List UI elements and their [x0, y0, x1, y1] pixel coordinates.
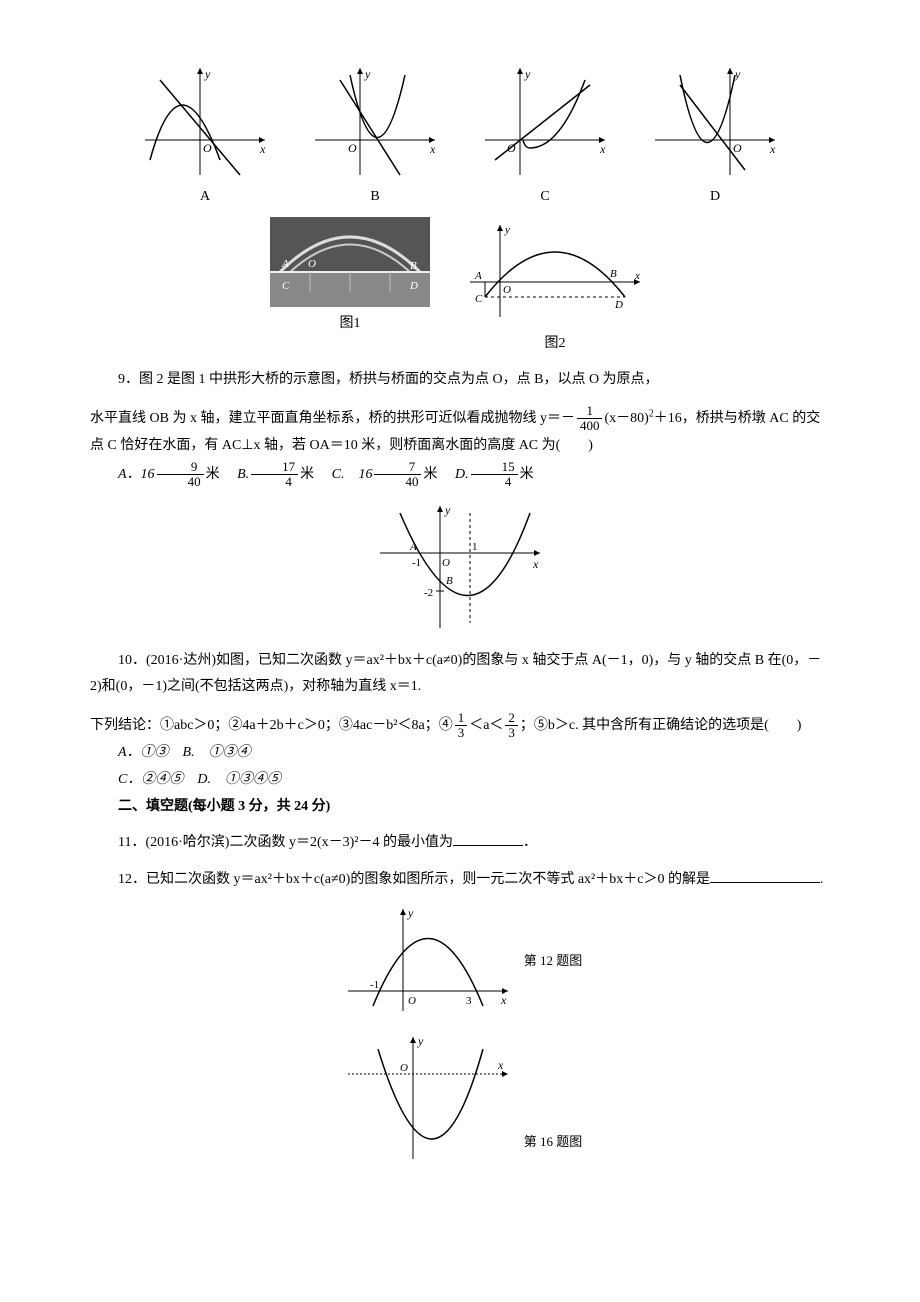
svg-text:x: x	[599, 142, 606, 156]
q12-num: 12．	[118, 872, 146, 887]
q10-figure: y x O -1 A B -2 1	[90, 498, 830, 638]
q10-opts-line2: C．②④⑤ D. ①③④⑤	[90, 767, 830, 794]
svg-text:x: x	[429, 142, 436, 156]
q11-blank	[453, 831, 523, 846]
q11-text: 二次函数 y＝2(x－3)²－4 的最小值为	[229, 835, 453, 850]
q11-num: 11．	[118, 835, 145, 850]
q11-src: (2016·哈尔滨)	[145, 835, 229, 850]
svg-text:-1: -1	[412, 557, 421, 569]
q9-optA-suf: 米	[206, 467, 220, 482]
svg-text:y: y	[734, 67, 741, 81]
label-d: D	[645, 184, 785, 211]
q9-optB-pre: B.	[237, 467, 249, 482]
section-2-heading: 二、填空题(每小题 3 分，共 24 分)	[90, 794, 830, 821]
fig1-label: 图1	[270, 311, 430, 338]
svg-text:y: y	[407, 906, 414, 920]
bridge-photo: A O B C D 图1	[270, 217, 430, 358]
q9-options: A．16940米 B.174米 C. 16740米 D.154米	[90, 460, 830, 490]
svg-text:y: y	[417, 1034, 424, 1048]
diagram-row-2: A O B C D 图1 y x A O B C D 图2	[90, 217, 830, 358]
q10-line2: 下列结论：①abc＞0；②4a＋2b＋c＞0；③4ac－b²＜8a；④13＜a＜…	[90, 711, 830, 741]
diagram-row-1: y x O A y x O B y x	[90, 60, 830, 211]
fig-16: y x O 第 16 题图	[90, 1029, 830, 1169]
svg-text:B: B	[410, 260, 417, 272]
diagram-c: y x O C	[475, 60, 615, 211]
svg-text:D: D	[614, 299, 623, 311]
svg-text:y: y	[504, 224, 510, 236]
fig16-caption: 第 16 题图	[524, 1130, 583, 1155]
svg-text:A: A	[474, 270, 482, 282]
bridge-schematic: y x A O B C D 图2	[460, 217, 650, 358]
q11-end: ．	[523, 835, 537, 850]
q9-optC-pre: C. 16	[332, 467, 373, 482]
q9-text-b: 水平直线 OB 为 x 轴，建立平面直角坐标系，桥的拱形可近似看成抛物线 y＝－	[90, 411, 575, 426]
question-11: 11．(2016·哈尔滨)二次函数 y＝2(x－3)²－4 的最小值为 ．	[90, 830, 830, 857]
svg-text:O: O	[503, 284, 511, 296]
svg-text:O: O	[408, 995, 416, 1007]
svg-text:-2: -2	[424, 587, 433, 599]
q9-optB-suf: 米	[300, 467, 314, 482]
svg-text:O: O	[507, 141, 516, 155]
q9-optD-suf: 米	[520, 467, 534, 482]
q9-num: 9．	[118, 372, 139, 387]
svg-text:x: x	[532, 557, 539, 571]
question-12: 12．已知二次函数 y＝ax²＋bx＋c(a≠0)的图象如图所示，则一元二次不等…	[90, 867, 830, 894]
q9-line2: 水平直线 OB 为 x 轴，建立平面直角坐标系，桥的拱形可近似看成抛物线 y＝－…	[90, 404, 830, 460]
svg-text:A: A	[281, 258, 289, 270]
q10-opts-line1: A．①③ B. ①③④	[90, 740, 830, 767]
diagram-b: y x O B	[305, 60, 445, 211]
q9-optD-pre: D.	[455, 467, 469, 482]
q10-text-c: ＜a＜	[469, 718, 503, 733]
svg-text:x: x	[769, 142, 776, 156]
q10-src: (2016·达州)	[146, 653, 216, 668]
label-c: C	[475, 184, 615, 211]
label-a: A	[135, 184, 275, 211]
question-9: 9．图 2 是图 1 中拱形大桥的示意图，桥拱与桥面的交点为点 O，点 B，以点…	[90, 367, 830, 394]
svg-text:3: 3	[466, 995, 472, 1007]
svg-text:O: O	[308, 258, 316, 270]
fig-12: y x O -1 3 第 12 题图	[90, 901, 830, 1021]
q9-optA-pre: A．16	[118, 467, 155, 482]
q12-end: .	[820, 872, 824, 887]
svg-text:B: B	[446, 575, 453, 587]
q9-optC-suf: 米	[423, 467, 437, 482]
q10-text-b: 下列结论：①abc＞0；②4a＋2b＋c＞0；③4ac－b²＜8a；④	[90, 718, 453, 733]
fig2-label: 图2	[460, 331, 650, 358]
fig12-caption: 第 12 题图	[524, 949, 583, 974]
svg-text:O: O	[400, 1062, 408, 1074]
q10-num: 10．	[118, 653, 146, 668]
svg-text:C: C	[475, 293, 483, 305]
svg-text:A: A	[409, 541, 417, 553]
q9-text-a: 图 2 是图 1 中拱形大桥的示意图，桥拱与桥面的交点为点 O，点 B，以点 O…	[139, 372, 659, 387]
svg-text:O: O	[348, 141, 357, 155]
question-10: 10．(2016·达州)如图，已知二次函数 y＝ax²＋bx＋c(a≠0)的图象…	[90, 648, 830, 701]
svg-text:y: y	[524, 67, 531, 81]
diagram-a: y x O A	[135, 60, 275, 211]
svg-text:O: O	[442, 557, 450, 569]
svg-text:x: x	[259, 142, 266, 156]
svg-text:D: D	[409, 280, 418, 292]
svg-text:y: y	[204, 67, 211, 81]
svg-text:C: C	[282, 280, 290, 292]
q12-text: 已知二次函数 y＝ax²＋bx＋c(a≠0)的图象如图所示，则一元二次不等式 a…	[146, 872, 710, 887]
q9-frac: 1400	[577, 404, 603, 434]
svg-text:-1: -1	[370, 979, 379, 991]
svg-text:x: x	[500, 993, 507, 1007]
svg-text:O: O	[733, 141, 742, 155]
svg-text:y: y	[364, 67, 371, 81]
diagram-d: y x O D	[645, 60, 785, 211]
svg-text:y: y	[444, 503, 451, 517]
q10-text-d: ；⑤b＞c. 其中含所有正确结论的选项是( )	[520, 718, 802, 733]
label-b: B	[305, 184, 445, 211]
svg-text:O: O	[203, 141, 212, 155]
q12-blank	[710, 868, 820, 883]
q9-text-c: (x－80)	[604, 411, 648, 426]
svg-text:1: 1	[472, 541, 478, 553]
svg-text:x: x	[497, 1058, 504, 1072]
svg-text:B: B	[610, 268, 617, 280]
svg-text:x: x	[634, 270, 640, 282]
